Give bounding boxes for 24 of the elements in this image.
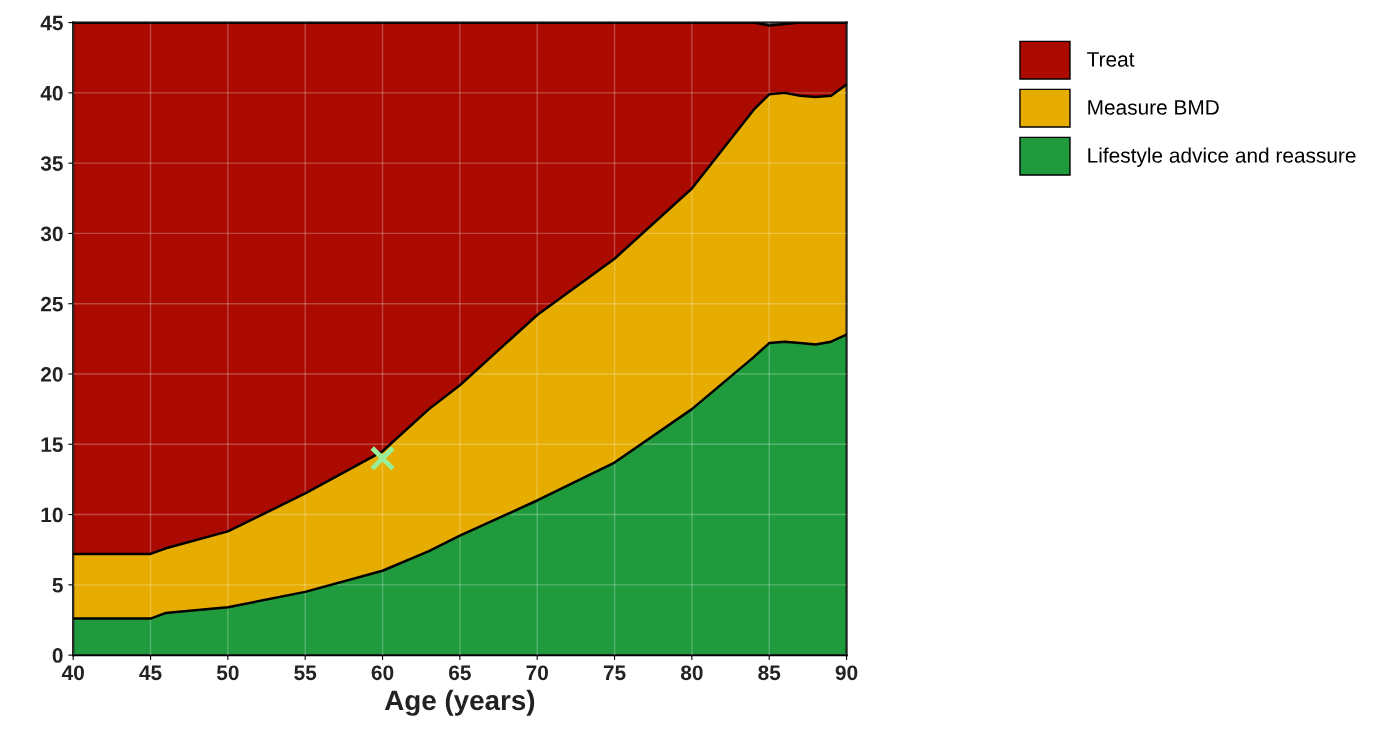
y-tick-label: 20: [41, 366, 63, 382]
x-tick-label: 80: [680, 665, 703, 681]
x-tick-label: 85: [758, 665, 781, 681]
legend-label: Treat: [1087, 52, 1135, 67]
x-tick-label: 50: [216, 665, 239, 681]
x-tick-label: 60: [371, 665, 394, 681]
legend-label: Measure BMD: [1088, 100, 1219, 115]
x-tick-label: 90: [835, 665, 858, 681]
y-tick-label: 45: [40, 15, 63, 31]
y-tick-label: 30: [40, 226, 63, 242]
x-tick-label: 70: [526, 665, 548, 681]
y-tick-label: 5: [52, 578, 63, 593]
y-tick-label: 15: [41, 437, 63, 453]
x-axis-title: Age (years): [384, 689, 535, 716]
y-tick-label: 35: [40, 156, 63, 171]
y-tick-label: 0: [52, 648, 63, 663]
legend-label: Lifestyle advice and reassure: [1088, 147, 1356, 167]
x-tick-label: 45: [139, 665, 162, 681]
x-tick-label: 55: [294, 665, 317, 681]
y-tick-label: 40: [40, 85, 63, 101]
y-tick-label: 10: [41, 507, 63, 523]
x-tick-label: 65: [449, 665, 471, 681]
x-tick-label: 75: [603, 665, 626, 681]
y-tick-label: 25: [41, 296, 63, 312]
